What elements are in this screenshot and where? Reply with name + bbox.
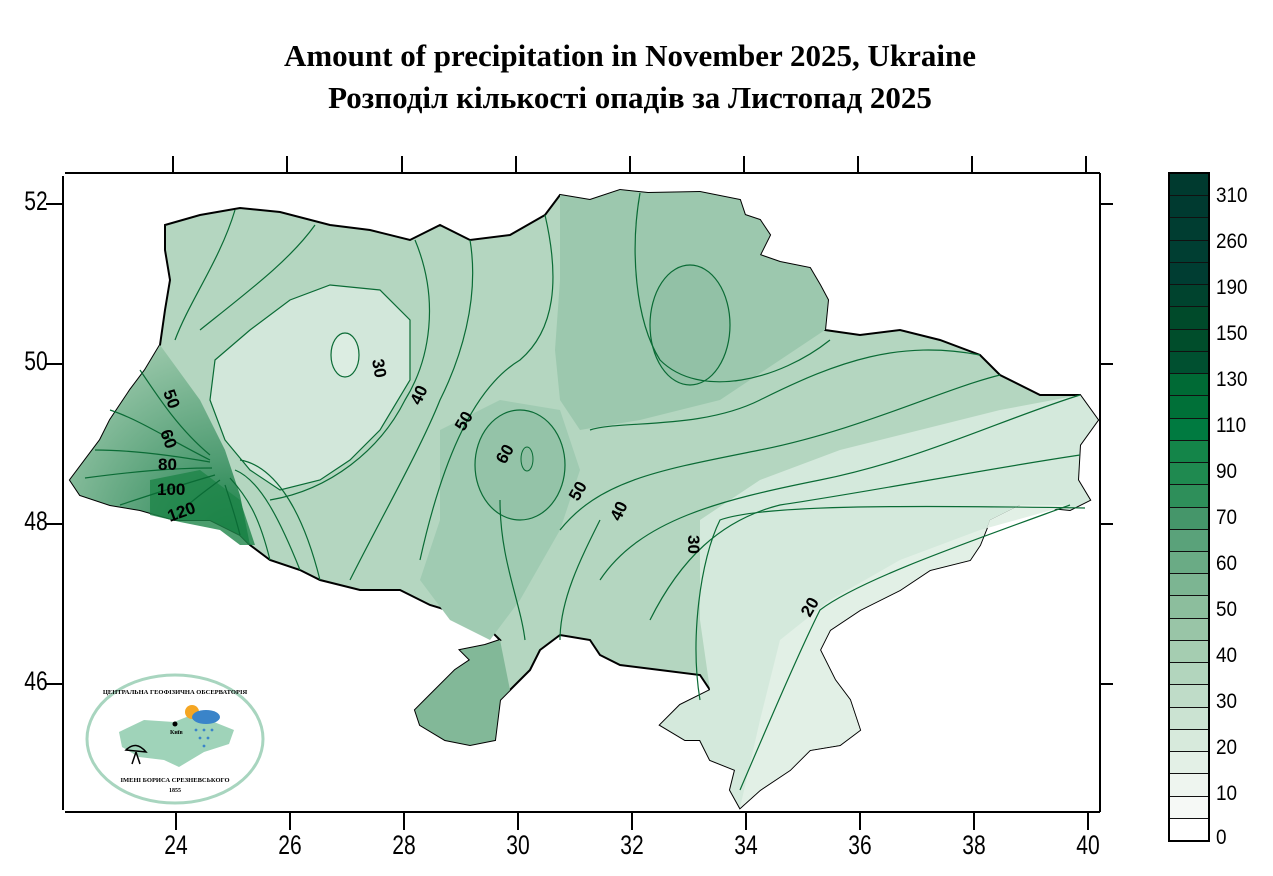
legend-color-cell: [1170, 796, 1208, 819]
ukraine-territory: [68, 188, 1100, 810]
legend-color-cell: [1170, 618, 1208, 641]
legend-label: 70: [1216, 506, 1238, 529]
legend-color-cell: [1170, 418, 1208, 441]
y-tick-label: 50: [24, 346, 48, 376]
y-tick-label: 46: [24, 666, 48, 696]
legend-color-cell: [1170, 507, 1208, 530]
legend-color-cell: [1170, 196, 1208, 219]
legend-color-cell: [1170, 663, 1208, 686]
legend-label: 30: [1216, 690, 1238, 713]
bottom-ticks: [175, 812, 1089, 830]
legend-color-cell: [1170, 351, 1208, 375]
legend-color-cell: [1170, 485, 1208, 508]
legend-label: 50: [1216, 598, 1238, 621]
legend-color-cell: [1170, 707, 1208, 730]
legend-color-cell: [1170, 329, 1208, 352]
legend-label: 20: [1216, 736, 1238, 759]
legend-color-cell: [1170, 240, 1208, 263]
legend-color-cell: [1170, 529, 1208, 552]
legend-label: 0: [1216, 826, 1227, 849]
contour-label: 30: [368, 357, 390, 379]
legend-label: 90: [1216, 460, 1238, 483]
x-tick-label: 38: [962, 830, 986, 860]
top-ticks: [172, 156, 1087, 173]
contour-label: 30: [684, 535, 703, 554]
legend-label: 150: [1216, 322, 1248, 345]
legend-color-cell: [1170, 396, 1208, 419]
satellite-dish-icon: [124, 744, 148, 765]
x-tick-label: 32: [620, 830, 644, 860]
x-tick-label: 40: [1076, 830, 1100, 860]
legend-label: 10: [1216, 782, 1238, 805]
logo-year: 1855: [169, 788, 181, 794]
logo-top-text: ЦЕНТРАЛЬНА ГЕОФІЗИЧНА ОБСЕРВАТОРІЯ: [103, 689, 248, 696]
contour-label: 80: [158, 455, 177, 474]
legend-color-cell: [1170, 551, 1208, 575]
legend-color-cell: [1170, 574, 1208, 597]
x-tick-label: 28: [392, 830, 416, 860]
ukraine-silhouette-icon: [119, 714, 234, 767]
observatory-logo: Київ ЦЕНТРАЛЬНА ГЕОФІЗИЧНА ОБСЕРВАТОРІЯ …: [85, 673, 265, 805]
legend-label: 190: [1216, 276, 1248, 299]
legend-color-cell: [1170, 262, 1208, 286]
cloud-icon: [192, 710, 220, 724]
plot-frame: [62, 172, 1101, 813]
legend-label: 260: [1216, 230, 1248, 253]
legend-label: 60: [1216, 552, 1238, 575]
legend-label: 110: [1216, 414, 1247, 437]
chart-title-english: Amount of precipitation in November 2025…: [283, 38, 977, 73]
contour-lines: [84, 192, 1086, 791]
contour-label: 100: [157, 480, 185, 499]
y-tick-label: 48: [24, 506, 48, 536]
legend-color-cell: [1170, 440, 1208, 464]
chart-title-ukrainian: Розподіл кількості опадів за Листопад 20…: [328, 80, 932, 115]
legend-color-cell: [1170, 174, 1208, 197]
legend-color-cell: [1170, 685, 1208, 708]
x-tick-label: 24: [164, 830, 188, 860]
legend-label: 310: [1216, 184, 1248, 207]
legend-label: 130: [1216, 368, 1248, 391]
legend-color-cell: [1170, 596, 1208, 619]
kyiv-marker-icon: [172, 721, 178, 727]
logo-bottom-text: ІМЕНІ БОРИСА СРЕЗНЕВСЬКОГО: [120, 777, 229, 784]
legend-color-cell: [1170, 374, 1208, 397]
legend-color-cell: [1170, 285, 1208, 308]
right-ticks: [1100, 203, 1113, 685]
left-ticks: [46, 203, 63, 685]
x-tick-label: 36: [848, 830, 872, 860]
rain-drops-icon: [194, 728, 214, 748]
legend-color-cell: [1170, 729, 1208, 753]
legend-color-cell: [1170, 218, 1208, 241]
legend-label: 40: [1216, 644, 1238, 667]
legend-color-cell: [1170, 752, 1208, 775]
x-tick-label: 26: [278, 830, 302, 860]
logo-city: Київ: [170, 730, 183, 736]
y-tick-label: 52: [24, 186, 48, 216]
legend-color-cell: [1170, 307, 1208, 330]
colorbar-legend: [1168, 172, 1210, 842]
legend-color-cell: [1170, 818, 1208, 841]
legend-color-cell: [1170, 463, 1208, 486]
x-tick-label: 30: [506, 830, 530, 860]
x-tick-label: 34: [734, 830, 758, 860]
legend-color-cell: [1170, 640, 1208, 664]
legend-color-cell: [1170, 774, 1208, 797]
